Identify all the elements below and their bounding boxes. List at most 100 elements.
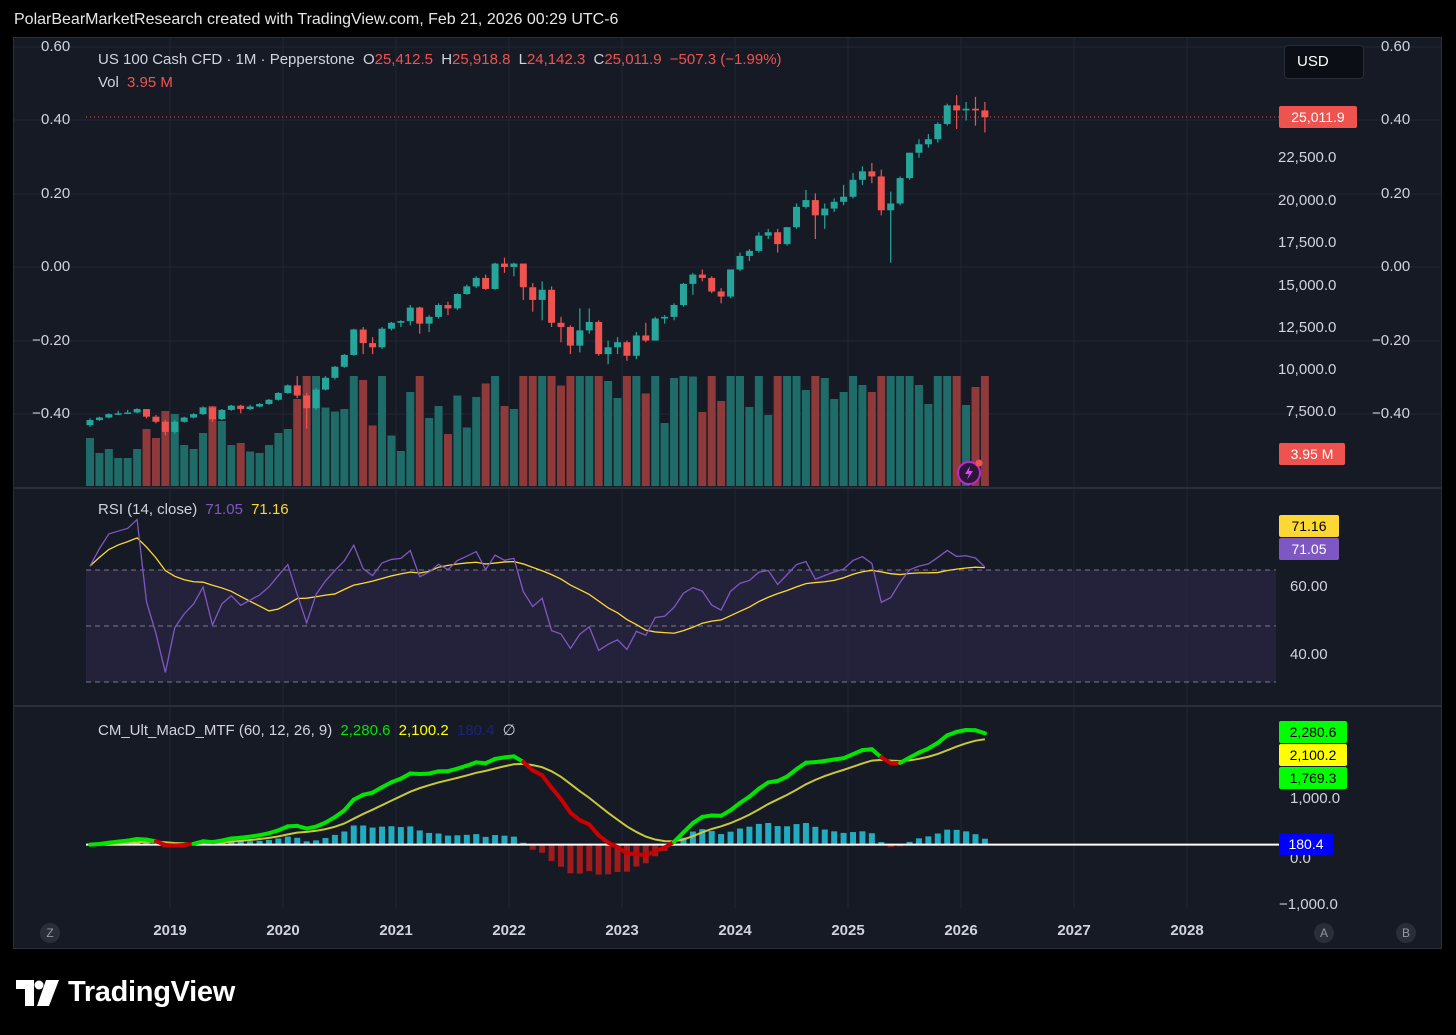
volume-bar <box>500 406 509 486</box>
macd-histogram-bar <box>689 831 696 845</box>
histogram-value: 180.4 <box>456 722 495 739</box>
macd-signal-line <box>89 738 986 846</box>
macd-histogram-bar <box>247 841 254 845</box>
x-axis-label: 2022 <box>492 922 526 939</box>
volume-bar <box>632 376 641 486</box>
candle-body <box>962 108 970 111</box>
volume-bar <box>735 376 744 486</box>
macd-histogram-bar <box>510 836 517 845</box>
macd-line-segment <box>549 785 563 801</box>
scale-b-button[interactable]: B <box>1396 923 1416 943</box>
candle-body <box>727 269 735 297</box>
volume-bar <box>604 381 613 486</box>
candle-body <box>143 409 151 417</box>
volume-bar <box>161 411 170 486</box>
candle-body <box>548 289 556 323</box>
macd-histogram-bar <box>793 824 800 845</box>
macd-histogram-bar <box>736 828 743 845</box>
candle-body <box>369 343 377 348</box>
volume-bar <box>462 427 471 486</box>
volume-bar <box>707 376 716 486</box>
macd-line-segment <box>559 796 573 815</box>
volume-bar <box>971 387 980 486</box>
volume-bar <box>359 380 368 486</box>
candle-body <box>736 255 744 270</box>
chart-frame[interactable]: US 100 Cash CFD · 1M · Pepperstone O25,4… <box>13 37 1442 949</box>
candle-body <box>698 274 706 278</box>
high-label: H <box>441 51 453 68</box>
candle-body <box>491 263 499 289</box>
currency-button[interactable]: USD <box>1284 45 1364 79</box>
volume-bar <box>679 376 688 486</box>
volume-bar <box>566 376 575 486</box>
macd-histogram-bar <box>605 844 612 875</box>
macd-histogram-bar <box>963 831 970 845</box>
open-label: O <box>362 51 375 68</box>
volume-label: Vol <box>98 74 119 91</box>
macd-histogram-bar <box>341 831 348 845</box>
volume-bar <box>641 393 650 486</box>
signal-tag: 2,100.2 <box>1279 744 1347 766</box>
symbol-label[interactable]: US 100 Cash CFD · 1M · Pepperstone <box>98 51 355 68</box>
rsi-tag: 71.05 <box>1279 538 1339 560</box>
macd-histogram-bar <box>850 832 857 845</box>
volume-bar <box>321 407 330 486</box>
high-value: 25,918.8 <box>452 51 511 68</box>
macd-histogram-bar <box>379 826 386 845</box>
volume-bar <box>387 435 396 486</box>
volume-bar <box>651 376 660 486</box>
volume-bar <box>133 449 142 486</box>
price-scale-label: 12,500.0 <box>1278 319 1337 336</box>
macd-histogram-bar <box>699 829 706 845</box>
volume-bar <box>406 392 415 486</box>
volume-bar <box>538 376 547 486</box>
macd-legend: CM_Ult_MacD_MTF (60, 12, 26, 9) 2,280.6 … <box>98 721 520 739</box>
volume-bar <box>217 421 226 486</box>
candle-body <box>190 414 198 418</box>
candle-body <box>868 171 876 177</box>
volume-bar <box>481 383 490 486</box>
candle-body <box>435 305 443 317</box>
candle-body <box>529 287 537 300</box>
candle-body <box>717 291 725 297</box>
macd-histogram-bar <box>887 844 894 848</box>
macd-histogram-bar <box>840 832 847 845</box>
macd-histogram-bar <box>275 838 282 845</box>
alert-bolt-icon[interactable] <box>956 458 984 486</box>
macd-histogram-bar <box>256 840 263 845</box>
candle-body <box>915 144 923 153</box>
left-scale-label: −0.20 <box>32 332 70 349</box>
macd-histogram-bar <box>623 844 630 872</box>
macd-histogram-bar <box>774 826 781 845</box>
volume-bar <box>246 451 255 486</box>
scale-z-button[interactable]: Z <box>40 923 60 943</box>
candle-body <box>463 286 471 295</box>
candle-body <box>802 200 810 207</box>
price-scale-label: 10,000.0 <box>1278 361 1337 378</box>
candle-body <box>303 395 311 409</box>
macd-histogram-bar <box>294 837 301 845</box>
macd-legend-name[interactable]: CM_Ult_MacD_MTF (60, 12, 26, 9) <box>98 722 333 739</box>
volume-bar <box>745 407 754 486</box>
candle-body <box>265 399 273 404</box>
macd-histogram-bar <box>435 833 442 845</box>
macd-histogram-bar <box>746 826 753 845</box>
macd-line-segment <box>935 733 950 745</box>
close-label: C <box>593 51 605 68</box>
chart-canvas[interactable] <box>14 38 1441 948</box>
macd-histogram-bar <box>529 844 536 850</box>
macd-histogram-bar <box>501 835 508 845</box>
auto-scale-button[interactable]: A <box>1314 923 1334 943</box>
volume-bar <box>208 406 217 486</box>
volume-bar <box>905 376 914 486</box>
rsi-legend-name[interactable]: RSI (14, close) <box>98 501 198 518</box>
tradingview-logo[interactable]: TradingView <box>16 976 235 1009</box>
candle-body <box>482 277 490 289</box>
rsi-ma-tag: 71.16 <box>1279 515 1339 537</box>
macd-histogram-bar <box>831 831 838 845</box>
macd-scale-label: 1,000.0 <box>1290 790 1341 807</box>
macd-histogram-bar <box>595 844 602 875</box>
macd-histogram-bar <box>228 841 235 845</box>
candle-body <box>312 389 320 409</box>
volume-bar <box>415 376 424 486</box>
